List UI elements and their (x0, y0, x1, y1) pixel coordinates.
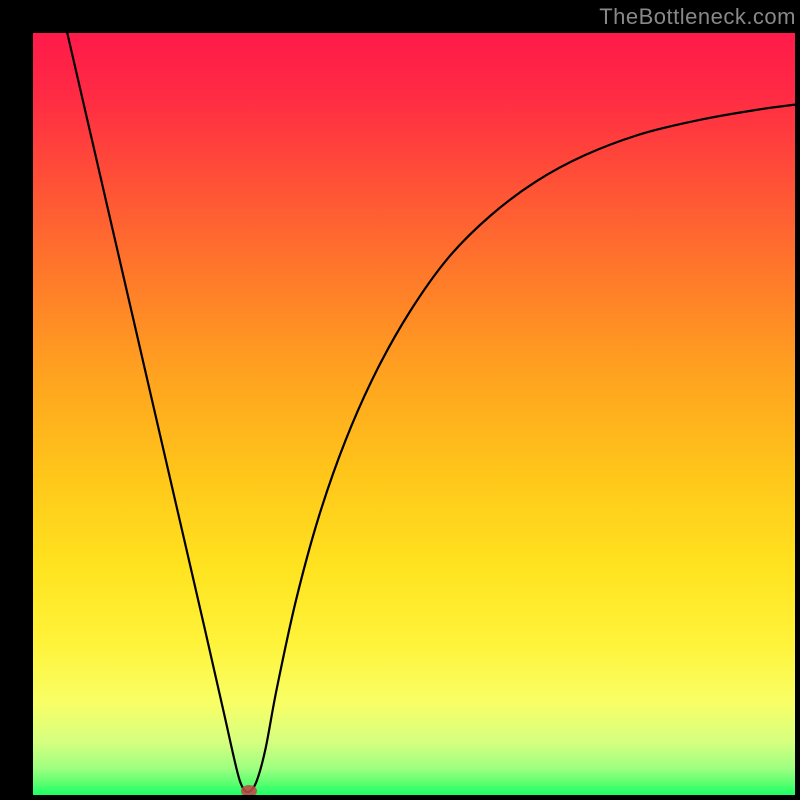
bottleneck-chart (33, 33, 795, 795)
optimal-point-marker (241, 785, 257, 795)
bottleneck-curve (33, 33, 795, 795)
curve-path (67, 33, 795, 792)
watermark-text: TheBottleneck.com (599, 4, 796, 30)
